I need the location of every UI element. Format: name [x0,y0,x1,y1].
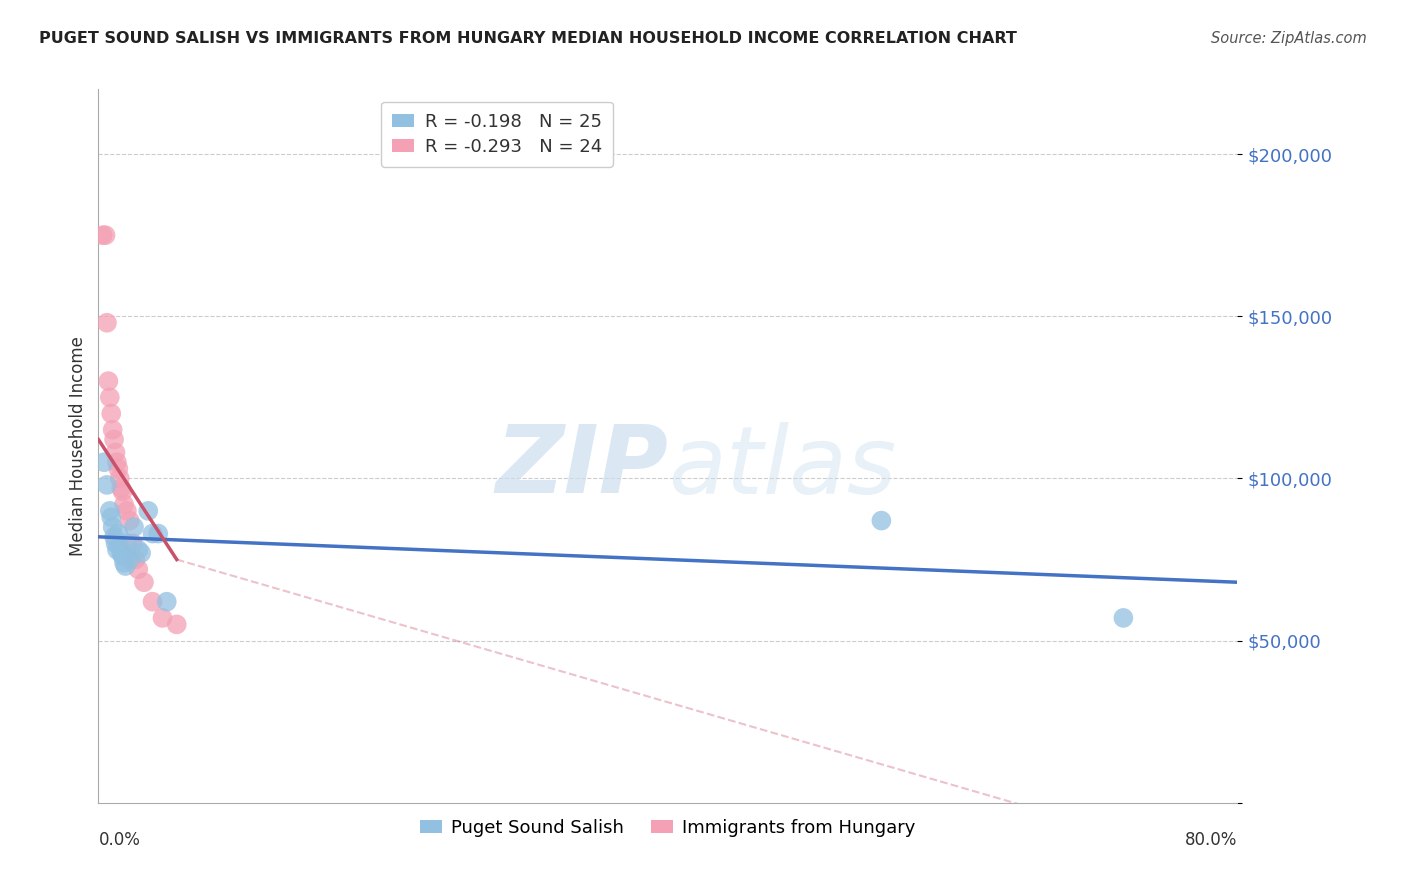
Point [100,510,122,524]
Text: atlas: atlas [668,422,896,513]
Point [107,526,129,541]
Point [124,552,146,566]
Point [107,461,129,475]
Point [93,455,115,469]
Point [127,542,149,557]
Point [100,407,122,421]
Point [91,228,114,243]
Point [118,514,141,528]
Point [156,595,179,609]
Point [136,504,159,518]
Point [870,514,893,528]
Point [111,484,134,499]
Point [112,556,135,570]
Point [127,562,149,576]
Point [94,228,117,243]
Point [141,526,163,541]
Point [114,559,136,574]
Point [129,546,152,560]
Text: ZIP: ZIP [495,421,668,514]
Point [110,481,132,495]
Point [108,471,131,485]
Point [96,316,118,330]
Point [103,433,125,447]
Point [132,575,155,590]
Point [103,530,125,544]
Text: PUGET SOUND SALISH VS IMMIGRANTS FROM HUNGARY MEDIAN HOUSEHOLD INCOME CORRELATIO: PUGET SOUND SALISH VS IMMIGRANTS FROM HU… [39,31,1018,46]
Point [166,617,188,632]
Point [98,504,121,518]
Point [118,552,141,566]
Point [141,595,163,609]
Point [152,611,174,625]
Text: Source: ZipAtlas.com: Source: ZipAtlas.com [1211,31,1367,46]
Point [104,445,127,459]
Point [105,542,128,557]
Point [96,478,118,492]
Text: 0.0%: 0.0% [98,831,141,849]
Point [105,455,128,469]
Point [108,540,131,554]
Text: 80.0%: 80.0% [1185,831,1237,849]
Legend: Puget Sound Salish, Immigrants from Hungary: Puget Sound Salish, Immigrants from Hung… [413,812,922,844]
Y-axis label: Median Household Income: Median Household Income [69,336,87,556]
Point [101,423,124,437]
Point [121,536,143,550]
Point [115,536,138,550]
Point [122,520,145,534]
Point [115,504,138,518]
Point [104,536,127,550]
Point [110,546,132,560]
Point [1112,611,1135,625]
Point [97,374,120,388]
Point [101,520,124,534]
Point [111,549,134,564]
Point [98,390,121,404]
Point [148,526,170,541]
Point [112,497,135,511]
